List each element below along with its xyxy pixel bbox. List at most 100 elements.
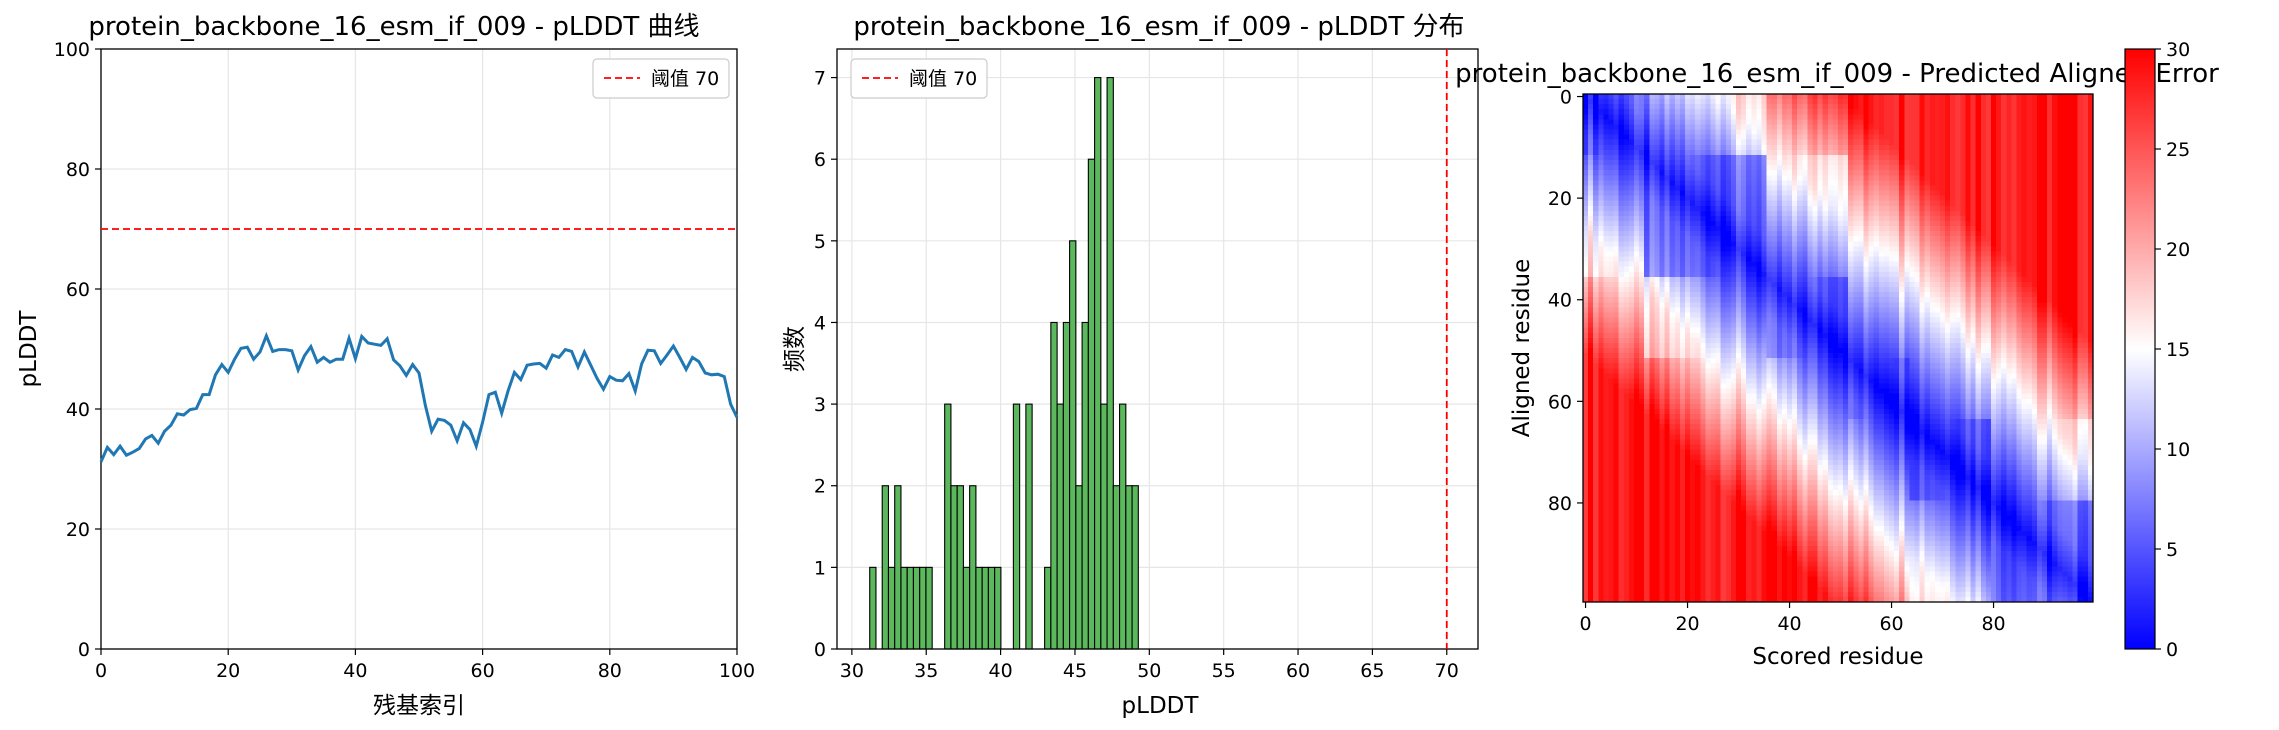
histogram-bar bbox=[1025, 403, 1033, 650]
chart2-grid bbox=[837, 49, 1478, 650]
histogram-bar bbox=[1062, 321, 1071, 650]
chart1-x-tick-label: 20 bbox=[216, 660, 240, 682]
histogram-bar bbox=[1044, 566, 1052, 650]
colorbar-tick-label: 5 bbox=[2166, 539, 2178, 561]
histogram-bar bbox=[1119, 403, 1127, 650]
histogram-bar bbox=[981, 566, 989, 650]
chart2-legend-label: 阈值 70 bbox=[909, 68, 977, 90]
chart1-y-tick-label: 60 bbox=[66, 279, 90, 301]
histogram-bar bbox=[881, 485, 890, 650]
chart2-x-tick-label: 50 bbox=[1137, 660, 1161, 682]
colorbar-ticks: 0 5 10 15 20 25 30 bbox=[2155, 39, 2190, 661]
chart3-x-tick-label: 40 bbox=[1777, 613, 1801, 635]
colorbar-tick-label: 20 bbox=[2166, 239, 2190, 261]
chart1-x-tick-label: 60 bbox=[471, 660, 495, 682]
chart2-x-tick-label: 65 bbox=[1360, 660, 1384, 682]
histogram-bar bbox=[1087, 158, 1096, 650]
histogram-bar bbox=[994, 566, 1002, 650]
histogram-bar bbox=[869, 566, 877, 650]
chart3-axes-frame bbox=[1582, 93, 2094, 603]
chart3-x-tick-label: 20 bbox=[1675, 613, 1699, 635]
histogram-bar bbox=[969, 485, 977, 650]
chart3-y-tick-label: 60 bbox=[1548, 391, 1572, 413]
histogram-bar bbox=[1125, 485, 1133, 650]
chart3-x-tick-label: 60 bbox=[1879, 613, 1903, 635]
histogram-bar bbox=[1050, 321, 1058, 650]
histogram-bar bbox=[1069, 240, 1077, 650]
histogram-bar bbox=[956, 485, 964, 650]
colorbar-tick-label: 15 bbox=[2166, 339, 2190, 361]
chart2-bars bbox=[869, 77, 1139, 650]
chart1-y-tick-label: 80 bbox=[66, 159, 90, 181]
chart2-x-tick-label: 70 bbox=[1435, 660, 1459, 682]
chart2-ylabel: 频数 bbox=[782, 326, 808, 372]
chart2-y-tick-label: 6 bbox=[814, 149, 826, 171]
chart1-x-tick-label: 100 bbox=[719, 660, 755, 682]
histogram-bar bbox=[1081, 321, 1089, 650]
colorbar-gradient bbox=[2124, 48, 2156, 650]
chart1-legend: 阈值 70 bbox=[592, 58, 730, 99]
chart2-title: protein_backbone_16_esm_if_009 - pLDDT 分… bbox=[853, 12, 1464, 42]
histogram-bar bbox=[950, 485, 958, 650]
chart2-x-tick-label: 40 bbox=[989, 660, 1013, 682]
histogram-bar bbox=[906, 566, 914, 650]
chart1-y-tick-label: 40 bbox=[66, 399, 90, 421]
chart1-grid bbox=[100, 48, 738, 650]
chart2-x-tick-label: 60 bbox=[1286, 660, 1310, 682]
chart2-x-tick-label: 35 bbox=[914, 660, 938, 682]
chart2-y-tick-label: 3 bbox=[814, 394, 826, 416]
chart2-y-tick-label: 0 bbox=[814, 639, 826, 661]
chart1-x-tick-label: 40 bbox=[343, 660, 367, 682]
histogram-bar bbox=[894, 485, 902, 650]
chart2-y-tick-label: 5 bbox=[814, 231, 826, 253]
histogram-bar bbox=[1131, 485, 1139, 650]
chart1-x-tick-label: 0 bbox=[95, 660, 107, 682]
chart2-x-tick-label: 45 bbox=[1063, 660, 1087, 682]
chart2-y-tick-label: 7 bbox=[814, 68, 826, 90]
histogram-bar bbox=[975, 566, 983, 650]
chart3-xlabel: Scored residue bbox=[1752, 644, 1923, 670]
chart2-y-tick-label: 1 bbox=[814, 557, 826, 579]
chart3-y-tick-label: 80 bbox=[1548, 493, 1572, 515]
histogram-bar bbox=[944, 403, 952, 650]
chart1-y-tick-label: 0 bbox=[78, 639, 90, 661]
histogram-bar bbox=[1094, 77, 1102, 650]
chart3-x-tick-label: 0 bbox=[1580, 613, 1592, 635]
chart2-axes-frame bbox=[836, 48, 1479, 650]
histogram-bar bbox=[1106, 77, 1114, 650]
plddt-line-chart: protein_backbone_16_esm_if_009 - pLDDT 曲… bbox=[16, 12, 755, 719]
chart2-x-tick-label: 30 bbox=[840, 660, 864, 682]
chart1-title: protein_backbone_16_esm_if_009 - pLDDT 曲… bbox=[88, 12, 699, 42]
histogram-bar bbox=[925, 566, 933, 650]
histogram-bar bbox=[900, 566, 908, 650]
colorbar: 0 5 10 15 20 25 30 bbox=[2124, 39, 2190, 661]
chart2-y-tick-label: 4 bbox=[814, 312, 826, 334]
chart3-y-tick-label: 20 bbox=[1548, 188, 1572, 210]
chart1-legend-box bbox=[592, 58, 730, 99]
histogram-bar bbox=[1012, 403, 1021, 650]
chart1-legend-label: 阈值 70 bbox=[651, 68, 719, 90]
chart3-y-tick-label: 40 bbox=[1548, 290, 1572, 312]
chart1-axes-frame bbox=[100, 48, 738, 650]
chart2-legend: 阈值 70 bbox=[850, 58, 988, 99]
colorbar-tick-label: 10 bbox=[2166, 439, 2190, 461]
histogram-bar bbox=[1112, 485, 1121, 650]
chart2-y-tick-label: 2 bbox=[814, 476, 826, 498]
pae-heatmap bbox=[1583, 94, 2093, 602]
chart2-x-tick-label: 55 bbox=[1212, 660, 1236, 682]
histogram-bar bbox=[987, 566, 996, 650]
chart2-xlabel: pLDDT bbox=[1122, 693, 1200, 719]
histogram-bar bbox=[962, 566, 971, 650]
histogram-bar bbox=[1075, 485, 1083, 650]
histogram-bar bbox=[1056, 403, 1064, 650]
chart1-ticks: 0 20 40 60 80 100 0 20 40 60 80 100 bbox=[54, 39, 755, 682]
chart1-ylabel: pLDDT bbox=[16, 310, 42, 388]
histogram-bar bbox=[919, 566, 927, 650]
pae-heatmap-chart: 0 20 40 60 80 0 20 40 60 80 Scored residue Aligne… bbox=[1455, 39, 2219, 670]
chart1-y-tick-label: 100 bbox=[54, 39, 90, 61]
plddt-histogram: protein_backbone_16_esm_if_009 - pLDDT 分… bbox=[782, 12, 1479, 719]
histogram-bar bbox=[1100, 403, 1108, 650]
chart1-plddt-series-line bbox=[99, 331, 739, 463]
